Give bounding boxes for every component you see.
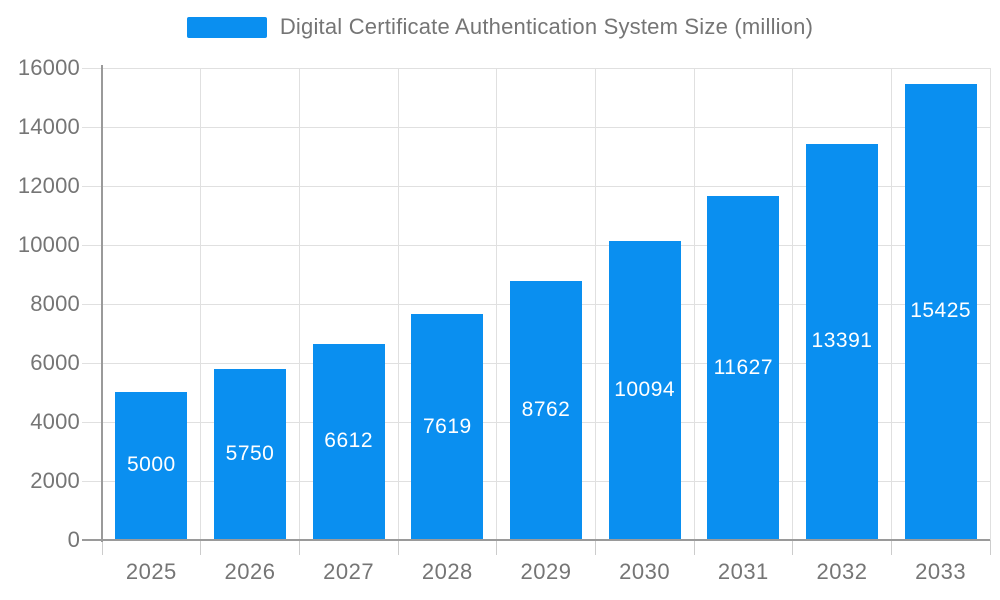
x-tick-label: 2033 bbox=[915, 559, 967, 584]
v-gridline bbox=[594, 68, 596, 540]
bar-2026[interactable]: 5750 bbox=[214, 369, 286, 539]
bar-value-label: 13391 bbox=[811, 329, 873, 353]
x-tick-label: 2032 bbox=[816, 559, 868, 584]
x-tick-label: 2031 bbox=[717, 559, 769, 584]
v-gridline bbox=[693, 68, 695, 540]
x-axis-tick bbox=[200, 540, 202, 555]
h-gridline bbox=[82, 67, 990, 69]
y-tick-label: 14000 bbox=[17, 114, 80, 139]
y-tick-label: 10000 bbox=[17, 232, 80, 257]
x-tick-label: 2026 bbox=[224, 559, 276, 584]
legend-swatch bbox=[186, 16, 267, 38]
legend[interactable]: Digital Certificate Authentication Syste… bbox=[0, 14, 1000, 40]
bar-2032[interactable]: 13391 bbox=[806, 143, 878, 539]
x-axis-tick bbox=[792, 540, 794, 555]
bar-2029[interactable]: 8762 bbox=[510, 280, 582, 539]
x-tick-label: 2028 bbox=[421, 559, 473, 584]
bar-2033[interactable]: 15425 bbox=[904, 83, 977, 539]
x-axis-labels: 2025 2026 2027 2028 2029 2030 2031 2032 2033 bbox=[102, 558, 990, 592]
x-axis-tick bbox=[989, 540, 991, 555]
x-axis-tick bbox=[693, 540, 695, 555]
x-axis-tick bbox=[496, 540, 498, 555]
y-axis-labels: 0 2000 4000 6000 8000 10000 12000 14000 16000 bbox=[0, 55, 80, 552]
bar-value-label: 5000 bbox=[126, 453, 176, 477]
x-axis-line bbox=[82, 539, 990, 541]
h-gridline bbox=[82, 126, 990, 128]
y-axis-line bbox=[101, 65, 103, 542]
x-tick-label: 2029 bbox=[520, 559, 572, 584]
bar-2031[interactable]: 11627 bbox=[707, 196, 780, 539]
v-gridline bbox=[890, 68, 892, 540]
y-tick-label: 0 bbox=[67, 527, 80, 552]
bar-2025[interactable]: 5000 bbox=[115, 391, 188, 539]
bar-value-label: 11627 bbox=[713, 355, 773, 379]
v-gridline bbox=[298, 68, 300, 540]
bar-2027[interactable]: 6612 bbox=[312, 343, 385, 539]
bar-2030[interactable]: 10094 bbox=[608, 241, 681, 539]
v-gridline bbox=[200, 68, 202, 540]
bar-value-label: 8762 bbox=[521, 397, 571, 421]
y-tick-label: 12000 bbox=[17, 173, 80, 198]
v-gridline bbox=[989, 68, 991, 540]
v-gridline bbox=[496, 68, 498, 540]
plot-area: 5000 5750 6612 7619 8762 10094 11627 13391 15425 bbox=[82, 65, 991, 555]
bar-value-label: 6612 bbox=[324, 429, 374, 453]
v-gridline bbox=[792, 68, 794, 540]
x-tick-label: 2025 bbox=[125, 559, 177, 584]
v-gridline bbox=[397, 68, 399, 540]
y-tick-label: 4000 bbox=[30, 409, 80, 434]
x-axis-tick bbox=[101, 540, 103, 555]
bar-value-label: 15425 bbox=[910, 299, 972, 323]
y-tick-label: 8000 bbox=[30, 291, 80, 316]
x-axis-tick bbox=[890, 540, 892, 555]
h-gridline bbox=[82, 185, 990, 187]
bar-value-label: 10094 bbox=[614, 378, 676, 402]
bar-2028[interactable]: 7619 bbox=[411, 314, 484, 539]
x-axis-tick bbox=[397, 540, 399, 555]
x-tick-label: 2027 bbox=[323, 559, 375, 584]
x-axis-tick bbox=[298, 540, 300, 555]
x-axis-tick bbox=[594, 540, 596, 555]
y-tick-label: 2000 bbox=[30, 468, 80, 493]
y-tick-label: 6000 bbox=[30, 350, 80, 375]
x-tick-label: 2030 bbox=[619, 559, 671, 584]
bar-value-label: 7619 bbox=[422, 414, 472, 438]
legend-label: Digital Certificate Authentication Syste… bbox=[279, 14, 814, 39]
y-tick-label: 16000 bbox=[17, 55, 80, 80]
h-gridline bbox=[82, 244, 990, 246]
bar-value-label: 5750 bbox=[225, 442, 275, 466]
